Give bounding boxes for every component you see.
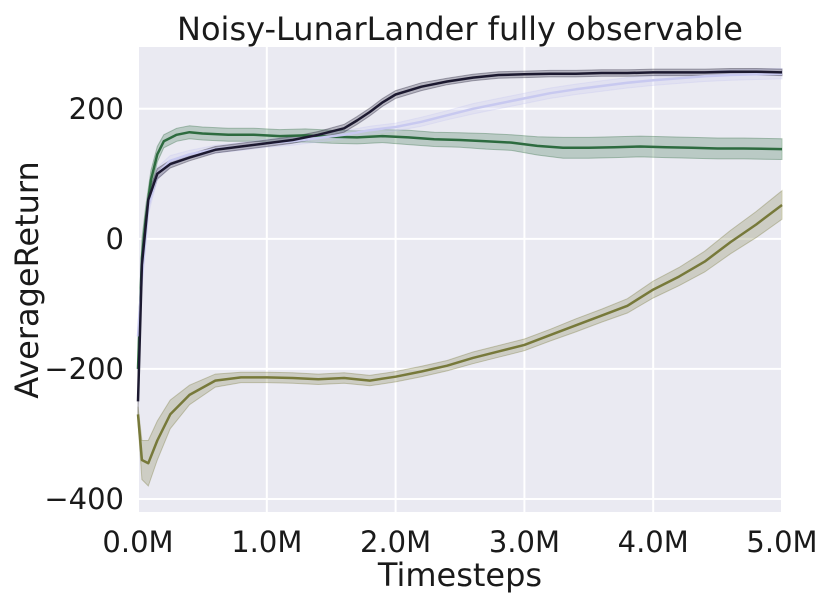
series-0-band [137,189,783,487]
x-tick-labels: 0.0M 1.0M 2.0M 3.0M 4.0M 5.0M [102,525,817,559]
x-tick-label: 2.0M [360,525,431,559]
y-gridlines [138,107,782,500]
x-tick-label: 5.0M [746,525,817,559]
x-tick-label: 4.0M [618,525,689,559]
x-axis-label: Timesteps [377,556,542,594]
y-tick-label: −400 [44,482,124,516]
x-tick-label: 1.0M [231,525,302,559]
series-3-band [137,68,783,415]
chart-title: Noisy-LunarLander fully observable [177,10,743,48]
series-3-line [136,70,783,402]
x-gridlines [137,47,783,512]
x-tick-label: 0.0M [102,525,173,559]
series-1-line [136,130,783,369]
y-axis-label: AverageReturn [8,161,46,399]
y-tick-label: −200 [44,352,124,386]
y-tick-label: 200 [69,92,124,126]
x-tick-label: 3.0M [489,525,560,559]
plot-area [136,47,783,512]
y-tick-label: 0 [106,222,124,256]
series-1-band [137,125,783,395]
series-2-line [136,72,783,337]
y-tick-labels: −400 −200 0 200 [44,92,124,516]
series-lines [136,70,783,465]
series-0-line [136,204,783,465]
